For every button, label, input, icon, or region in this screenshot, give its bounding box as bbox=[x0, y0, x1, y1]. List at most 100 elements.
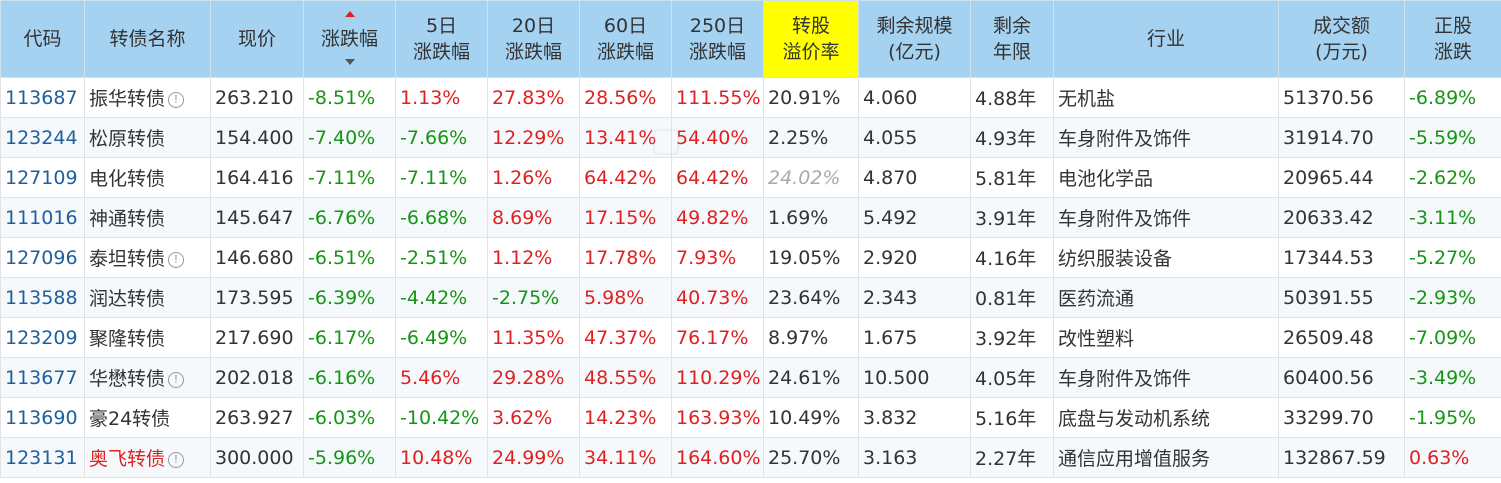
volume-cell: 132867.59 bbox=[1278, 437, 1405, 478]
premium-cell: 8.97% bbox=[763, 317, 859, 358]
price-cell: 217.690 bbox=[210, 317, 304, 358]
header-name[interactable]: 转债名称 bbox=[84, 0, 211, 78]
years-cell: 4.16年 bbox=[970, 237, 1054, 278]
header-60d[interactable]: 60日 涨跌幅 bbox=[579, 0, 672, 78]
code-cell[interactable]: 113690 bbox=[0, 397, 85, 438]
change-20d-cell: 1.12% bbox=[487, 237, 580, 278]
table-row[interactable]: 123209 聚隆转债 217.690 -6.17% -6.49% 11.35% 47.37… bbox=[0, 317, 1501, 358]
info-icon[interactable]: ! bbox=[168, 92, 185, 108]
change-20d-cell: 3.62% bbox=[487, 397, 580, 438]
price-cell: 146.680 bbox=[210, 237, 304, 278]
bond-name[interactable]: 泰坦转债 bbox=[89, 248, 166, 270]
name-cell[interactable]: 豪24转债 bbox=[84, 397, 211, 438]
name-cell[interactable]: 松原转债 bbox=[84, 117, 211, 158]
code-cell[interactable]: 127109 bbox=[0, 157, 85, 198]
volume-cell: 20965.44 bbox=[1278, 157, 1405, 198]
header-scale[interactable]: 剩余规模 (亿元) bbox=[858, 0, 971, 78]
table-row[interactable]: 123131 奥飞转债! 300.000 -5.96% 10.48% 24.99% 34.1… bbox=[0, 437, 1501, 478]
years-cell: 4.05年 bbox=[970, 357, 1054, 398]
years-cell: 3.92年 bbox=[970, 317, 1054, 358]
industry-cell: 电池化学品 bbox=[1053, 157, 1279, 198]
info-icon[interactable]: ! bbox=[168, 252, 185, 268]
price-cell: 164.416 bbox=[210, 157, 304, 198]
name-cell[interactable]: 振华转债! bbox=[84, 77, 211, 118]
bond-name[interactable]: 豪24转债 bbox=[89, 408, 171, 430]
header-volume[interactable]: 成交额 (万元) bbox=[1278, 0, 1405, 78]
table-row[interactable]: 113677 华懋转债! 202.018 -6.16% 5.46% 29.28% 48.55… bbox=[0, 357, 1501, 398]
bond-name[interactable]: 振华转债 bbox=[89, 88, 166, 110]
name-cell[interactable]: 泰坦转债! bbox=[84, 237, 211, 278]
change-cell: -6.76% bbox=[303, 197, 396, 238]
scale-cell: 2.343 bbox=[858, 277, 971, 318]
header-premium[interactable]: 转股 溢价率 bbox=[763, 0, 859, 78]
price-cell: 263.210 bbox=[210, 77, 304, 118]
change-60d-cell: 64.42% bbox=[579, 157, 672, 198]
industry-cell: 纺织服装设备 bbox=[1053, 237, 1279, 278]
header-code[interactable]: 代码 bbox=[0, 0, 85, 78]
change-20d-cell: 12.29% bbox=[487, 117, 580, 158]
scale-cell: 4.060 bbox=[858, 77, 971, 118]
bond-name[interactable]: 聚隆转债 bbox=[89, 328, 166, 350]
code-cell[interactable]: 111016 bbox=[0, 197, 85, 238]
bond-name[interactable]: 润达转债 bbox=[89, 288, 166, 310]
code-cell[interactable]: 113677 bbox=[0, 357, 85, 398]
header-250d[interactable]: 250日 涨跌幅 bbox=[671, 0, 764, 78]
header-20d[interactable]: 20日 涨跌幅 bbox=[487, 0, 580, 78]
change-20d-cell: 29.28% bbox=[487, 357, 580, 398]
code-cell[interactable]: 127096 bbox=[0, 237, 85, 278]
stock-change-cell: -2.93% bbox=[1404, 277, 1501, 318]
name-cell[interactable]: 华懋转债! bbox=[84, 357, 211, 398]
table-row[interactable]: 113588 润达转债 173.595 -6.39% -4.42% -2.75% 5.98%… bbox=[0, 277, 1501, 318]
table-row[interactable]: 113687 振华转债! 263.210 -8.51% 1.13% 27.83% 28.56… bbox=[0, 77, 1501, 118]
name-cell[interactable]: 聚隆转债 bbox=[84, 317, 211, 358]
sort-up-icon[interactable] bbox=[344, 11, 355, 17]
bond-name[interactable]: 电化转债 bbox=[89, 168, 166, 190]
name-cell[interactable]: 神通转债 bbox=[84, 197, 211, 238]
bond-name[interactable]: 华懋转债 bbox=[89, 368, 166, 390]
years-cell: 3.91年 bbox=[970, 197, 1054, 238]
stock-change-cell: -3.11% bbox=[1404, 197, 1501, 238]
bond-name[interactable]: 神通转债 bbox=[89, 208, 166, 230]
code-cell[interactable]: 123209 bbox=[0, 317, 85, 358]
header-5d[interactable]: 5日 涨跌幅 bbox=[395, 0, 488, 78]
info-icon[interactable]: ! bbox=[168, 372, 185, 388]
volume-cell: 60400.56 bbox=[1278, 357, 1405, 398]
stock-change-cell: -2.62% bbox=[1404, 157, 1501, 198]
volume-cell: 33299.70 bbox=[1278, 397, 1405, 438]
premium-cell: 1.69% bbox=[763, 197, 859, 238]
info-icon[interactable]: ! bbox=[168, 452, 185, 468]
change-5d-cell: -2.51% bbox=[395, 237, 488, 278]
table-row[interactable]: 111016 神通转债 145.647 -6.76% -6.68% 8.69% 17.15%… bbox=[0, 197, 1501, 238]
header-price[interactable]: 现价 bbox=[210, 0, 304, 78]
years-cell: 5.16年 bbox=[970, 397, 1054, 438]
price-cell: 202.018 bbox=[210, 357, 304, 398]
name-cell[interactable]: 润达转债 bbox=[84, 277, 211, 318]
sort-down-icon[interactable] bbox=[344, 59, 355, 65]
header-stock[interactable]: 正股 涨跌 bbox=[1404, 0, 1501, 78]
header-row: 代码 转债名称 现价 涨跌幅 5日 涨跌幅 20日 涨跌幅 60日 涨跌幅 250日涨… bbox=[0, 0, 1501, 78]
change-60d-cell: 17.15% bbox=[579, 197, 672, 238]
stock-change-cell: -5.59% bbox=[1404, 117, 1501, 158]
bond-name[interactable]: 奥飞转债 bbox=[89, 448, 166, 470]
change-5d-cell: -6.49% bbox=[395, 317, 488, 358]
header-years[interactable]: 剩余 年限 bbox=[970, 0, 1054, 78]
table-row[interactable]: 127109 电化转债 164.416 -7.11% -7.11% 1.26% 64.42%… bbox=[0, 157, 1501, 198]
header-industry[interactable]: 行业 bbox=[1053, 0, 1279, 78]
name-cell[interactable]: 奥飞转债! bbox=[84, 437, 211, 478]
price-cell: 173.595 bbox=[210, 277, 304, 318]
header-change[interactable]: 涨跌幅 bbox=[303, 0, 396, 78]
table-row[interactable]: 123244 松原转债 154.400 -7.40% -7.66% 12.29% 13.41… bbox=[0, 117, 1501, 158]
table-row[interactable]: 113690 豪24转债 263.927 -6.03% -10.42% 3.62% 14.2… bbox=[0, 397, 1501, 438]
table-row[interactable]: 127096 泰坦转债! 146.680 -6.51% -2.51% 1.12% 17.78… bbox=[0, 237, 1501, 278]
code-cell[interactable]: 113687 bbox=[0, 77, 85, 118]
price-cell: 263.927 bbox=[210, 397, 304, 438]
bond-name[interactable]: 松原转债 bbox=[89, 128, 166, 150]
code-cell[interactable]: 113588 bbox=[0, 277, 85, 318]
premium-cell: 10.49% bbox=[763, 397, 859, 438]
scale-cell: 1.675 bbox=[858, 317, 971, 358]
code-cell[interactable]: 123131 bbox=[0, 437, 85, 478]
code-cell[interactable]: 123244 bbox=[0, 117, 85, 158]
years-cell: 5.81年 bbox=[970, 157, 1054, 198]
name-cell[interactable]: 电化转债 bbox=[84, 157, 211, 198]
premium-cell: 19.05% bbox=[763, 237, 859, 278]
